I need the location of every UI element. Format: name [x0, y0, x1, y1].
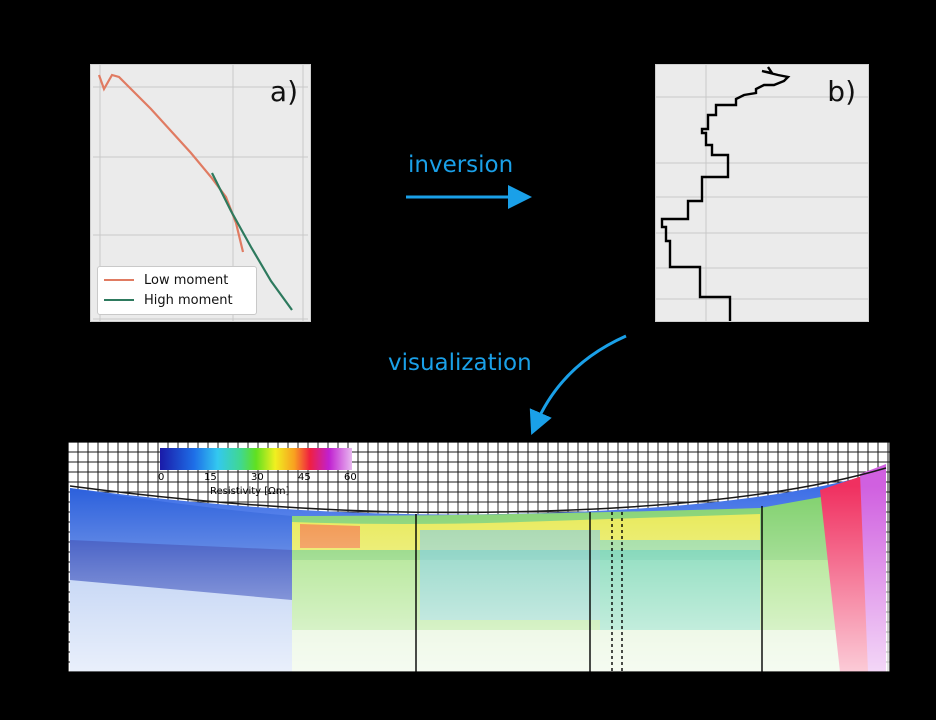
colorbar-tick-label: 60	[344, 472, 357, 483]
legend-item-high-moment: High moment	[104, 291, 233, 309]
panel-a-sounding-curves: a) Low moment High moment	[90, 64, 311, 322]
resistivity-cross-section: 50 0 -50 0.0 10.0 20.0 30.0 40.0 50.0 60…	[0, 430, 936, 720]
legend-swatch-high	[104, 299, 134, 301]
section-resistivity-body	[70, 464, 890, 672]
legend-label-high: High moment	[144, 292, 233, 308]
workflow-arrows	[406, 185, 627, 436]
section-vertical-markers	[415, 506, 763, 672]
resistivity-step-profile	[660, 66, 791, 321]
x-tick-label: 0.0	[60, 684, 78, 697]
cross-section-plot	[67, 441, 891, 673]
colorbar-tick-label: 30	[251, 472, 264, 483]
y-tick-label: 0	[46, 564, 53, 577]
colorbar	[160, 448, 352, 470]
low-moment-curve	[97, 73, 245, 253]
y-tick-label: -50	[38, 666, 56, 679]
section-y-axis-label: Elevation [m]	[10, 506, 23, 580]
colorbar-caption: Resistivity [Ωm]	[210, 486, 290, 497]
panel-b-label: b)	[827, 75, 856, 108]
colorbar-tick-label: 45	[298, 472, 311, 483]
section-x-axis-label: Distance [km]	[440, 700, 518, 713]
panel-b-plot	[656, 65, 868, 321]
legend-label-low: Low moment	[144, 272, 229, 288]
legend-swatch-low	[104, 279, 134, 281]
visualization-label: visualization	[388, 350, 532, 376]
x-tick-label: 10.0	[162, 684, 187, 697]
x-tick-label: 50.0	[573, 684, 598, 697]
topography-line	[69, 467, 887, 514]
legend: Low moment High moment	[97, 266, 257, 315]
x-tick-label: 20.0	[265, 684, 290, 697]
colorbar-tick-label: 0	[158, 472, 165, 483]
x-tick-label: 60.0	[676, 684, 701, 697]
panel-a-label: a)	[269, 75, 298, 108]
panel-b-resistivity-model: b)	[655, 64, 869, 322]
visualization-arrow	[529, 334, 627, 436]
x-tick-label: 40.0	[470, 684, 495, 697]
x-tick-label: 70.0	[779, 684, 804, 697]
x-tick-label: 30.0	[367, 684, 392, 697]
y-tick-label: 50	[42, 460, 56, 473]
section-axes-frame	[67, 441, 891, 673]
high-moment-curve	[211, 172, 293, 311]
colorbar-tick-label: 15	[204, 472, 217, 483]
inversion-label: inversion	[408, 152, 514, 178]
legend-item-low-moment: Low moment	[104, 271, 228, 289]
